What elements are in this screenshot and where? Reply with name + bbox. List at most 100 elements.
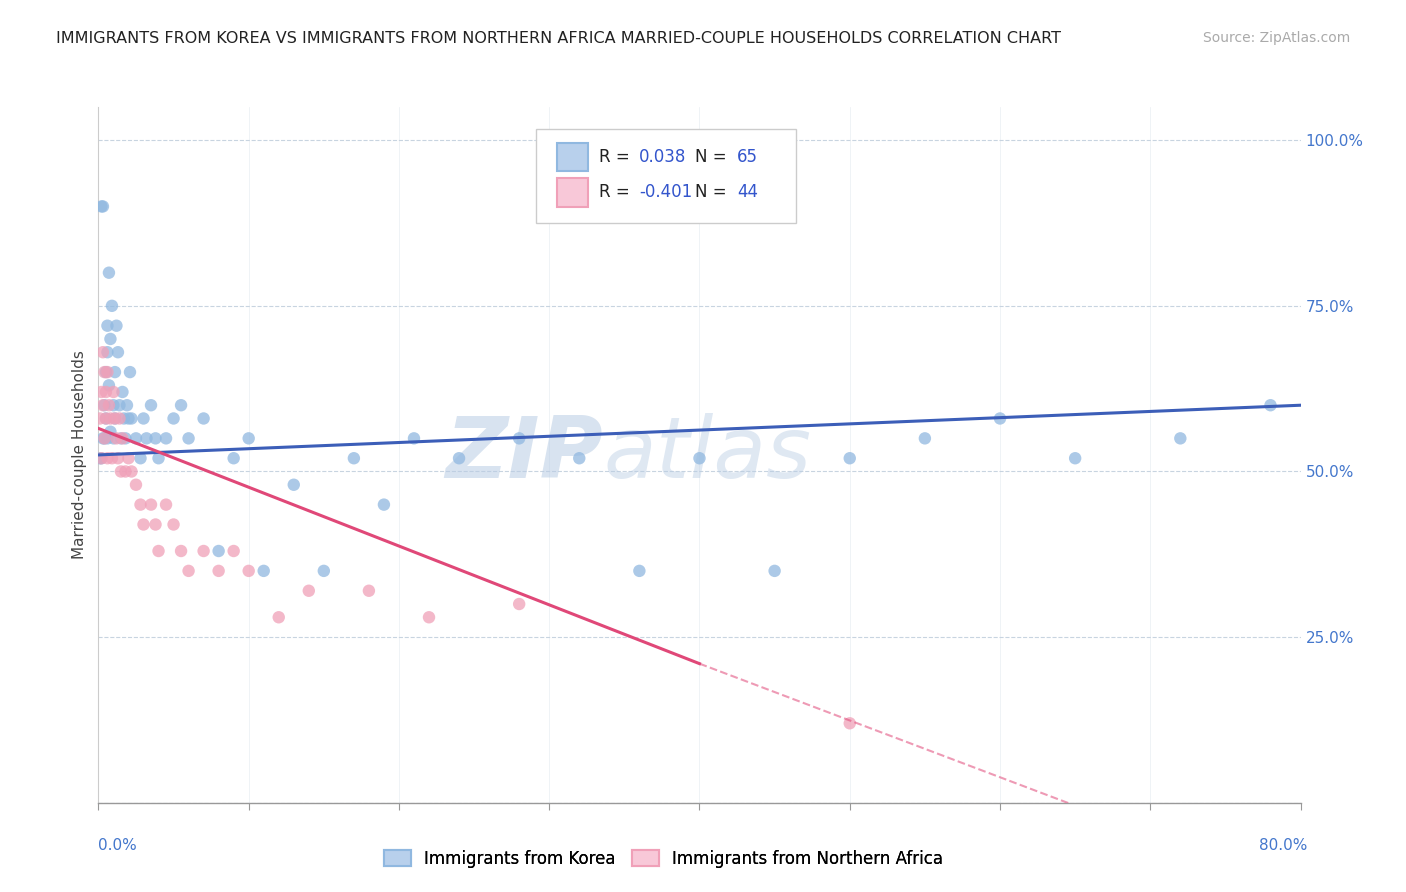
Point [89,451,111,466]
Text: IMMIGRANTS FROM KOREA VS IMMIGRANTS FROM NORTHERN AFRICA MARRIED-COUPLE HOUSEHOL: IMMIGRANTS FROM KOREA VS IMMIGRANTS FROM… [56,31,1062,46]
Point [93,431,115,445]
Point [91,398,114,412]
Legend: Immigrants from Korea, Immigrants from Northern Africa: Immigrants from Korea, Immigrants from N… [377,843,949,874]
Point [125,477,148,491]
Text: 0.0%: 0.0% [98,838,138,853]
Point [357,583,380,598]
Point [90,384,112,399]
Point [121,465,143,479]
Point [253,564,276,578]
Point [418,610,440,624]
Point [108,411,131,425]
Point [139,398,162,412]
Point [94,365,117,379]
Point [100,332,122,346]
Text: 44: 44 [737,184,758,202]
Text: R =: R = [599,148,636,166]
Point [91,431,114,445]
Point [97,378,120,392]
Text: 0.038: 0.038 [638,148,686,166]
Point [96,365,118,379]
Point [94,411,117,425]
Point [568,451,591,466]
Point [162,517,184,532]
Point [103,384,125,399]
Point [402,431,425,445]
Point [107,451,129,466]
Point [298,583,321,598]
Point [90,199,112,213]
Point [763,564,786,578]
Point [115,398,138,412]
Point [110,431,132,445]
Point [283,477,305,491]
Point [162,411,184,425]
Point [111,431,134,445]
Point [114,465,136,479]
Point [129,451,152,466]
Point [103,398,125,412]
Text: N =: N = [695,184,733,202]
Text: N =: N = [695,148,733,166]
Y-axis label: Married-couple Households: Married-couple Households [72,351,87,559]
Point [914,431,936,445]
Point [103,431,125,445]
Point [139,498,162,512]
Point [193,411,215,425]
Point [90,451,112,466]
Point [155,431,177,445]
Point [155,498,177,512]
Point [91,199,114,213]
Point [1170,431,1192,445]
Point [117,451,139,466]
Point [90,451,112,466]
Point [117,411,139,425]
Point [132,411,155,425]
Point [94,411,117,425]
Point [838,716,860,731]
Point [838,451,860,466]
Point [170,544,193,558]
Point [104,411,127,425]
Point [447,451,470,466]
Point [688,451,710,466]
Point [96,451,118,466]
Point [118,365,141,379]
Point [96,345,118,359]
Point [93,398,115,412]
Text: -0.401: -0.401 [638,184,692,202]
Point [343,451,366,466]
Point [97,398,120,412]
Point [170,398,193,412]
Point [222,451,245,466]
Point [104,411,127,425]
Point [193,544,215,558]
Point [110,465,132,479]
Point [97,266,120,280]
Point [222,544,245,558]
Point [121,411,143,425]
Point [94,384,117,399]
Text: 80.0%: 80.0% [1260,838,1308,853]
Point [145,431,167,445]
Text: 65: 65 [737,148,758,166]
Point [508,431,530,445]
Point [93,431,115,445]
Point [114,431,136,445]
Point [107,345,129,359]
Point [238,431,260,445]
Point [108,398,131,412]
Point [111,384,134,399]
Point [101,299,124,313]
Point [508,597,530,611]
Point [1064,451,1087,466]
Point [238,564,260,578]
Point [628,564,651,578]
Point [177,564,200,578]
Point [101,451,124,466]
Point [89,411,111,425]
Point [132,517,155,532]
Text: Source: ZipAtlas.com: Source: ZipAtlas.com [1202,31,1350,45]
Text: ZIP: ZIP [446,413,603,497]
Point [148,451,170,466]
